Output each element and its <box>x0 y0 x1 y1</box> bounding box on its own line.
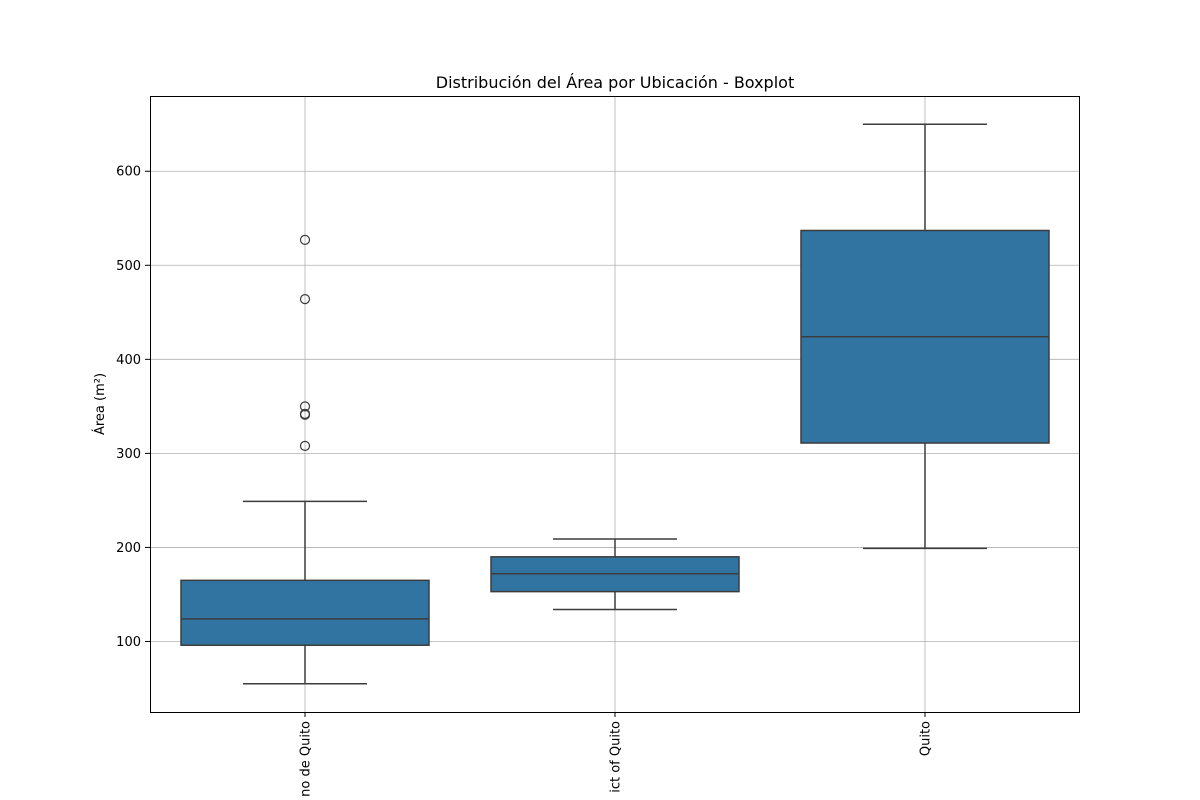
outlier-point <box>299 234 311 245</box>
box-group <box>800 123 1050 550</box>
outlier-point <box>299 401 311 412</box>
y-tick-label: 600 <box>116 165 141 180</box>
box-series <box>180 123 1050 685</box>
box-group <box>490 538 740 611</box>
y-tick-label: 500 <box>116 259 141 274</box>
box-group <box>180 234 430 685</box>
chart-title: Distribución del Área por Ubicación - Bo… <box>436 73 794 92</box>
x-tick-label: no de Quito <box>299 721 314 797</box>
axis-ticks: 100 200 300 400 500 600 no de Quito ict of Quit… <box>116 165 933 797</box>
iqr-box <box>180 579 430 646</box>
x-tick-label: Quito <box>919 721 934 756</box>
outlier-point <box>299 294 311 305</box>
y-tick-label: 100 <box>116 635 141 650</box>
outlier-point <box>299 440 311 451</box>
y-tick-label: 300 <box>116 447 141 462</box>
y-axis-label: Área (m²) <box>92 373 108 435</box>
outlier-point <box>299 408 311 419</box>
y-tick-label: 400 <box>116 353 141 368</box>
x-tick-label: ict of Quito <box>609 721 624 793</box>
y-tick-label: 200 <box>116 541 141 556</box>
